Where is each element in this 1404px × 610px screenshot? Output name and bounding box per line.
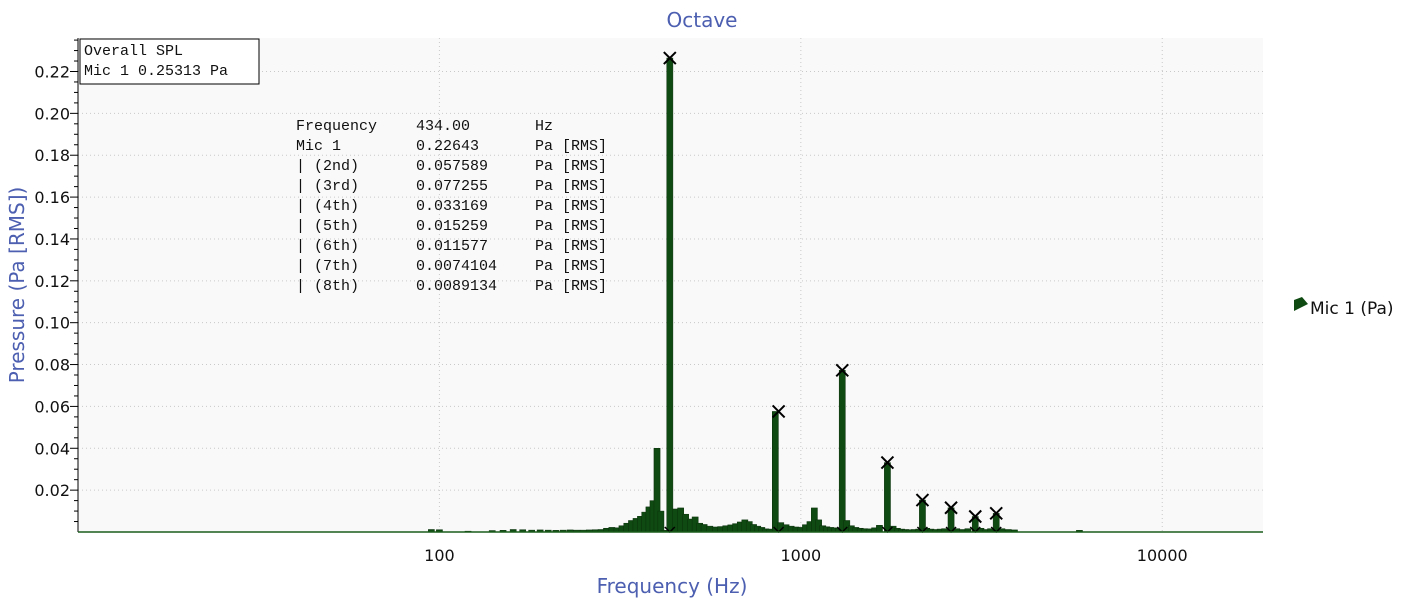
overall-spl-frame: [79, 38, 260, 85]
bar: [772, 411, 779, 533]
readout-value: 0.0074104: [416, 258, 497, 275]
readout-label: | (8th): [296, 278, 359, 295]
readout-label: | (5th): [296, 218, 359, 235]
bar: [838, 370, 846, 533]
x-tick-label: 1000: [780, 546, 821, 565]
x-tick-labels: 100 1000 10000: [424, 546, 1188, 565]
readout-label: | (2nd): [296, 158, 359, 175]
legend-swatch-icon: [1294, 297, 1308, 311]
bar: [919, 499, 926, 533]
x-axis-title: Frequency (Hz): [597, 574, 748, 598]
y-tick-label: 0.06: [34, 397, 70, 416]
readout-value: 0.033169: [416, 198, 488, 215]
axes: [70, 38, 1263, 533]
y-tick-label: 0.20: [34, 104, 70, 123]
y-tick-label: 0.02: [34, 481, 70, 500]
readout-value: 0.057589: [416, 158, 488, 175]
y-tick-label: 0.12: [34, 272, 70, 291]
readout-value: 434.00: [416, 118, 470, 135]
peak-marker-icon: [968, 509, 982, 524]
bar: [700, 524, 708, 533]
y-axis-title: Pressure (Pa [RMS]): [5, 187, 29, 384]
legend[interactable]: Mic 1 (Pa): [1294, 297, 1394, 319]
x-tick-label: 100: [424, 546, 455, 565]
y-tick-label: 0.08: [34, 356, 70, 375]
readout-label: | (3rd): [296, 178, 359, 195]
readout-unit: Pa [RMS]: [535, 178, 607, 195]
overall-spl-box: Overall SPL Mic 1 0.25313 Pa: [79, 38, 260, 85]
legend-label: Mic 1 (Pa): [1310, 299, 1394, 319]
readout-unit: Pa [RMS]: [535, 158, 607, 175]
y-tick-label: 0.14: [34, 230, 70, 249]
bar: [706, 525, 714, 533]
bar: [657, 510, 665, 533]
y-tick-label: 0.22: [34, 62, 70, 81]
peak-marker-icon: [880, 455, 895, 470]
readout-label: | (6th): [296, 238, 359, 255]
peak-marker-icon: [771, 404, 786, 419]
readout-label: | (7th): [296, 258, 359, 275]
readout-value: 0.0089134: [416, 278, 497, 295]
readout-unit: Pa [RMS]: [535, 238, 607, 255]
peak-marker-icon: [944, 501, 958, 515]
readout-value: 0.077255: [416, 178, 488, 195]
readout-unit: Pa [RMS]: [535, 218, 607, 235]
bar: [666, 57, 674, 533]
y-tick-label: 0.16: [34, 188, 70, 207]
cursor-readout: Frequency 434.00 Hz Mic 1 0.22643 Pa [RMS] | (…: [296, 118, 607, 295]
peak-marker-icon: [915, 493, 930, 507]
bar: [947, 507, 955, 533]
x-tick-label: 10000: [1137, 546, 1188, 565]
overall-spl-title: Overall SPL: [84, 43, 183, 60]
y-tick-label: 0.04: [34, 439, 70, 458]
readout-value: 0.011577: [416, 238, 488, 255]
y-tick-labels: 0.02 0.04 0.06 0.08 0.10 0.12 0.14 0.16 0.18 0.20…: [34, 62, 70, 500]
y-tick-label: 0.18: [34, 146, 70, 165]
readout-label: Frequency: [296, 118, 377, 135]
readout-value: 0.015259: [416, 218, 488, 235]
readout-unit: Pa [RMS]: [535, 138, 607, 155]
readout-unit: Pa [RMS]: [535, 278, 607, 295]
readout-unit: Pa [RMS]: [535, 198, 607, 215]
chart-title: Octave: [667, 8, 738, 32]
readout-label: Mic 1: [296, 138, 341, 155]
readout-unit: Hz: [535, 118, 553, 135]
readout-label: | (4th): [296, 198, 359, 215]
readout-unit: Pa [RMS]: [535, 258, 607, 275]
bar: [876, 525, 883, 533]
peak-marker-icon: [835, 363, 849, 377]
y-tick-label: 0.10: [34, 314, 70, 333]
bar: [884, 462, 891, 533]
peak-marker-icon: [663, 51, 677, 65]
overall-spl-value: Mic 1 0.25313 Pa: [84, 63, 228, 80]
peak-marker-icon: [989, 506, 1003, 521]
readout-value: 0.22643: [416, 138, 479, 155]
